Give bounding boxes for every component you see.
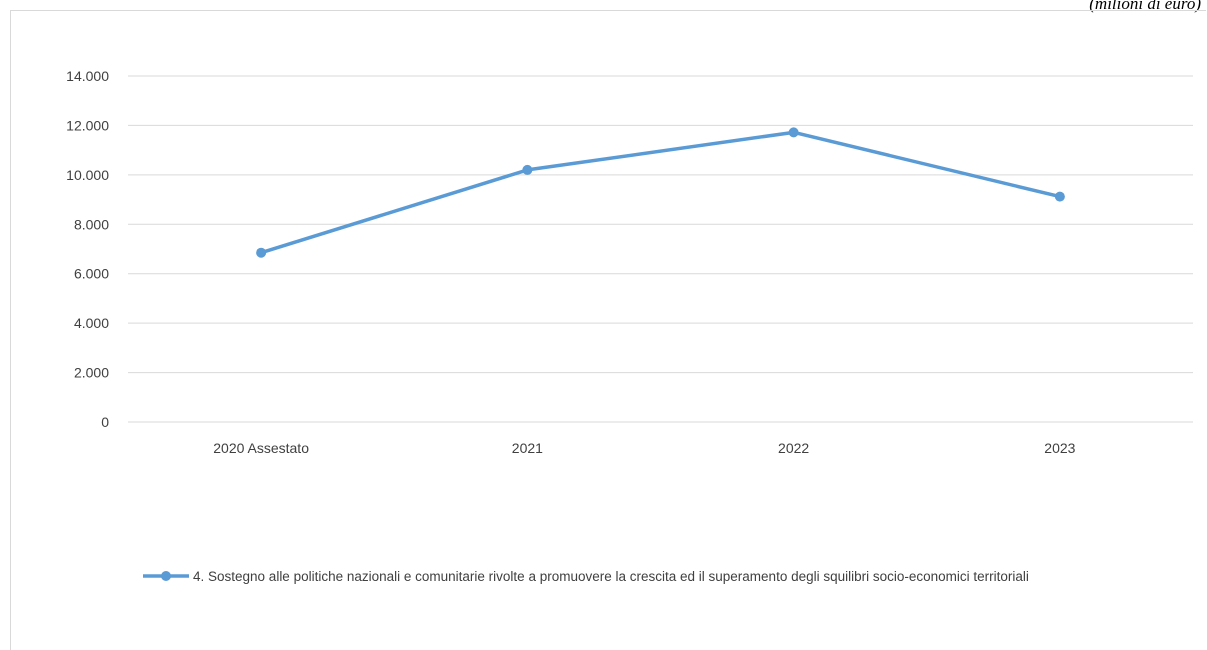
y-tick-label: 0 [101,414,109,430]
x-axis: 2020 Assestato 2021 2022 2023 [213,440,1075,456]
gridlines [128,75,1193,423]
unit-note: (milioni di euro) [1089,0,1201,13]
data-point [1054,191,1065,202]
y-tick-label: 2.000 [74,365,109,381]
series-group [256,127,1065,258]
y-tick-label: 12.000 [66,117,109,133]
x-tick-label: 2023 [1044,440,1075,456]
legend-point-marker [161,571,171,581]
y-tick-label: 6.000 [74,266,109,282]
y-tick-label: 10.000 [66,167,109,183]
y-tick-label: 4.000 [74,315,109,331]
legend-label: 4. Sostegno alle politiche nazionali e c… [193,569,1029,584]
data-point [256,247,267,258]
legend: 4. Sostegno alle politiche nazionali e c… [143,569,1029,584]
y-axis: 0 2.000 4.000 6.000 8.000 10.000 12.000 14.000 [66,68,109,430]
x-tick-label: 2020 Assestato [213,440,309,456]
series-line [259,130,1062,255]
y-tick-label: 8.000 [74,216,109,232]
data-point [788,127,799,138]
x-tick-label: 2021 [512,440,543,456]
chart-frame [10,10,1206,650]
data-point [522,164,533,175]
x-tick-label: 2022 [778,440,809,456]
y-tick-label: 14.000 [66,68,109,84]
